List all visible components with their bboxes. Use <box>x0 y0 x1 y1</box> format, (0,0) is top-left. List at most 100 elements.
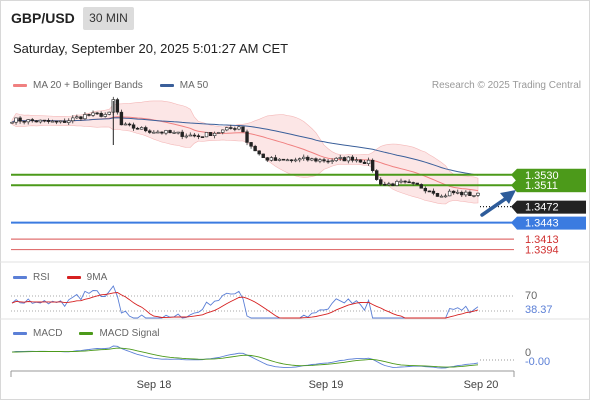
candle-body <box>468 191 472 196</box>
candle-body <box>95 112 99 115</box>
candle-body <box>208 132 213 137</box>
macd-signal-line <box>11 347 479 368</box>
x-tick-label: Sep 19 <box>309 379 344 391</box>
price-level-value: 1.3511 <box>525 180 558 192</box>
candle-body <box>273 157 278 161</box>
rsi-last-value: 38.37 <box>525 304 553 316</box>
price-level-tag-pointer <box>511 216 517 230</box>
candle-body <box>342 157 346 162</box>
candle-body <box>460 191 464 196</box>
interval-button[interactable]: 30 MIN <box>83 7 134 30</box>
candle-body <box>379 179 383 185</box>
legend-label: MACD Signal <box>99 328 160 339</box>
candle-body <box>168 130 172 134</box>
candle-body <box>184 135 188 138</box>
candle-body <box>451 190 456 194</box>
price-level-value: 1.3413 <box>525 234 559 246</box>
macd-panel: 0 -0.00 <box>11 345 550 369</box>
candle-body <box>427 190 432 193</box>
rsi-level-label: 70 <box>525 290 537 302</box>
candle-body <box>87 114 91 116</box>
candle-body <box>261 153 265 158</box>
legend-swatch <box>159 84 174 87</box>
candle-body <box>38 119 43 123</box>
candle-body <box>188 134 192 137</box>
candle-body <box>156 131 160 134</box>
macd-last-value: -0.00 <box>525 356 550 368</box>
candle-body <box>139 127 144 130</box>
legend-swatch <box>13 332 27 335</box>
candle-body <box>14 117 18 123</box>
candle-body <box>42 119 47 122</box>
candle-body <box>22 120 26 123</box>
candle-body <box>253 145 257 152</box>
legend-item-macd-signal: MACD Signal <box>79 328 159 339</box>
price-level-value: 1.3394 <box>525 245 559 257</box>
symbol-title: GBP/USD <box>11 10 75 26</box>
candle-body <box>387 183 391 186</box>
legend-label: MACD <box>33 328 63 339</box>
candle-body <box>67 120 71 123</box>
candle-body <box>257 150 261 155</box>
candle-body <box>123 123 128 126</box>
candle-body <box>403 180 407 183</box>
macd-level-label: 0 <box>525 347 531 359</box>
price-level-value: 1.3472 <box>525 202 559 214</box>
candle-body <box>370 159 375 171</box>
candle-body <box>249 142 253 147</box>
candle-body <box>407 181 411 184</box>
rsi-panel: 70 38.37 <box>11 285 553 319</box>
legend-item-ma50: MA 50 <box>159 80 208 91</box>
candle-body <box>269 157 274 161</box>
price-level-tag-pointer <box>511 200 517 214</box>
price-level-tag <box>517 179 586 193</box>
candle-body <box>456 191 460 194</box>
candle-body <box>62 120 67 123</box>
candle-body <box>34 120 39 123</box>
candle-body <box>221 129 225 133</box>
rsi-9ma-line <box>11 292 479 319</box>
candle-body <box>423 187 428 192</box>
price-level-tag-pointer <box>511 179 517 193</box>
price-level-tag <box>517 200 586 214</box>
candle-body <box>391 183 395 186</box>
candle-body <box>419 184 423 189</box>
candle-body <box>431 190 436 194</box>
candle-body <box>435 193 440 197</box>
legend-swatch <box>13 84 27 87</box>
candle-body <box>212 132 217 137</box>
candle-body <box>245 131 249 143</box>
candle-body <box>148 130 152 133</box>
candle-body <box>443 195 448 198</box>
candle-body <box>79 116 83 120</box>
candle-body <box>216 132 221 134</box>
candle-body <box>464 191 468 196</box>
candle-body <box>144 127 148 132</box>
price-levels <box>11 173 514 251</box>
candle-body <box>115 99 120 113</box>
legend-swatch <box>66 276 81 279</box>
candle-body <box>172 132 176 134</box>
legend-swatch <box>79 332 94 335</box>
candle-body <box>192 134 197 137</box>
candle-body <box>362 161 367 164</box>
rsi-line <box>11 285 479 319</box>
moving-averages <box>11 116 479 192</box>
candle-body <box>46 120 51 122</box>
legend-label: MA 20 + Bollinger Bands <box>33 80 143 91</box>
candle-body <box>415 182 419 185</box>
copyright: Research © 2025 Trading Central <box>431 80 581 91</box>
bollinger-bands <box>11 100 479 205</box>
candle-body <box>285 159 290 162</box>
candle-body <box>334 157 338 161</box>
candle-body <box>160 131 164 134</box>
macd-legend: MACD MACD Signal <box>13 328 176 339</box>
candle-body <box>366 159 371 164</box>
candle-body <box>338 157 342 159</box>
candle-body <box>30 119 34 122</box>
price-level-tag <box>517 216 586 230</box>
price-level-value: 1.3443 <box>525 218 559 230</box>
candle-body <box>298 158 302 161</box>
